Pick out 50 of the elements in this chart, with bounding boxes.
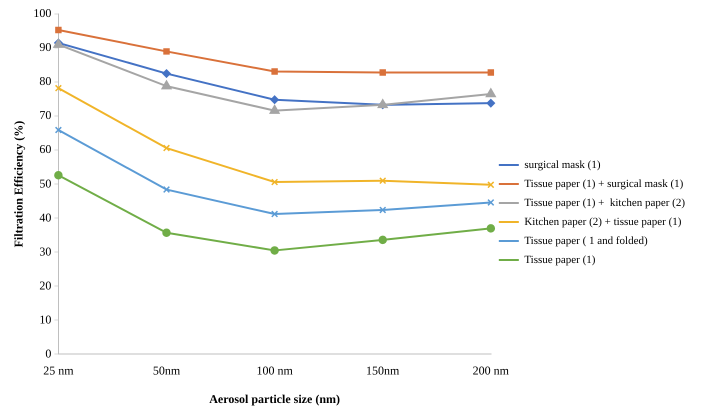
point [487, 181, 494, 188]
point [162, 228, 171, 237]
point [161, 80, 172, 90]
legend-label: Tissue paper (1) + surgical mask (1) [524, 178, 684, 190]
legend-label: Tissue paper ( 1 and folded) [524, 234, 648, 247]
legend-label: surgical mask (1) [524, 158, 601, 171]
point [379, 69, 386, 76]
y-tick-label: 20 [39, 278, 52, 292]
y-tick-label: 40 [39, 210, 52, 224]
x-tick-label: 200 nm [472, 364, 510, 378]
y-tick-label: 100 [33, 6, 52, 20]
y-tick-label: 80 [39, 74, 52, 88]
point [162, 186, 170, 194]
x-tick-label: 25 nm [43, 364, 74, 378]
point [486, 98, 496, 108]
legend-label: Tissue paper (1) + kitchen paper (2) [524, 196, 686, 209]
y-tick-label: 50 [39, 176, 52, 190]
point [54, 171, 63, 180]
y-tick-label: 70 [39, 108, 52, 122]
point [270, 95, 279, 104]
legend-label: Tissue paper (1) [524, 254, 596, 266]
point [379, 177, 386, 184]
y-tick-label: 10 [39, 312, 52, 326]
x-axis-title: Aerosol particle size (nm) [209, 392, 340, 406]
point [162, 69, 171, 78]
point [271, 178, 278, 186]
point [162, 144, 170, 152]
point [271, 210, 278, 218]
point [379, 206, 386, 214]
point [54, 84, 62, 92]
point [378, 236, 387, 244]
point [163, 48, 170, 55]
y-tick-label: 60 [39, 142, 52, 156]
point [55, 26, 62, 34]
point [270, 246, 279, 255]
y-tick-label: 30 [39, 244, 52, 258]
x-tick-label: 50nm [152, 364, 181, 378]
point [486, 224, 496, 233]
y-tick-label: 0 [45, 346, 52, 360]
x-tick-label: 100 nm [256, 364, 294, 378]
point [487, 198, 494, 206]
point [486, 88, 496, 98]
x-tick-label: 150nm [366, 364, 400, 378]
point [54, 126, 62, 134]
y-axis-title: Filtration Efficiency (%) [11, 120, 26, 248]
point [488, 69, 494, 76]
legend-label: Kitchen paper (2) + tissue paper (1) [524, 216, 682, 228]
y-tick-label: 90 [39, 40, 52, 54]
point [270, 104, 280, 114]
point [271, 68, 278, 75]
